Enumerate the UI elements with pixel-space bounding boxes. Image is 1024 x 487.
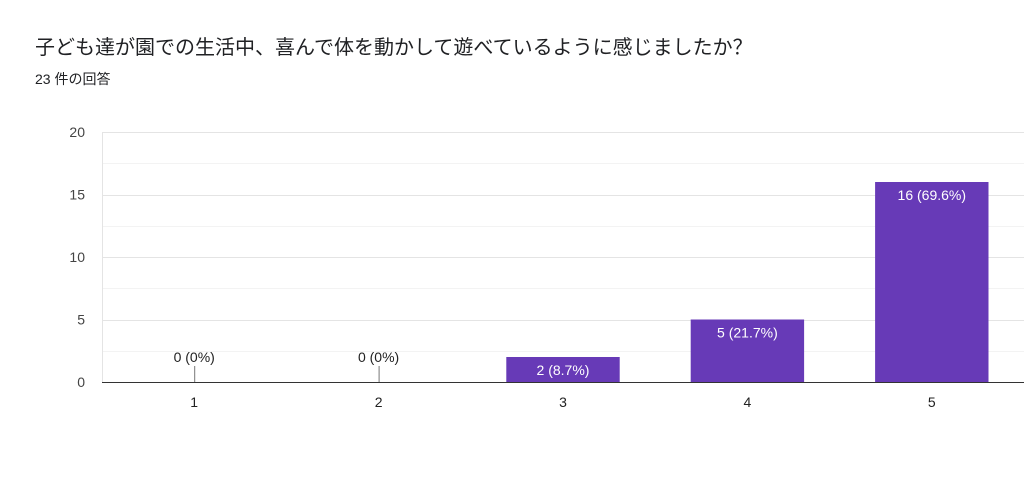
question-title: 子ども達が園での生活中、喜んで体を動かして遊べているように感じましたか？: [35, 37, 753, 59]
y-tick-label: 20: [69, 124, 85, 140]
data-label: 2 (8.7%): [537, 362, 590, 378]
x-tick-label: 4: [744, 394, 752, 410]
y-tick-label: 15: [69, 187, 85, 203]
y-tick-label: 10: [69, 249, 85, 265]
y-tick-label: 5: [77, 312, 85, 328]
bar: [690, 319, 805, 382]
data-label: 16 (69.6%): [898, 187, 966, 203]
data-label: 5 (21.7%): [717, 325, 778, 341]
x-tick-label: 1: [190, 394, 198, 410]
x-tick-label: 2: [375, 394, 383, 410]
x-tick-label: 3: [559, 394, 567, 410]
bar: [875, 182, 989, 382]
response-count: 23 件の回答: [35, 71, 111, 87]
data-label: 0 (0%): [174, 349, 215, 365]
y-tick-label: 0: [77, 374, 85, 390]
x-tick-label: 5: [928, 394, 936, 410]
bar: [506, 357, 620, 382]
data-label: 0 (0%): [358, 349, 399, 365]
